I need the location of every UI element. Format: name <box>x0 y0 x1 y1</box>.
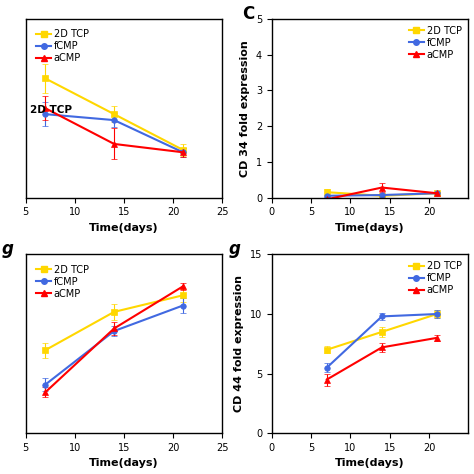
X-axis label: Time(days): Time(days) <box>335 223 405 233</box>
Y-axis label: CD 34 fold expression: CD 34 fold expression <box>240 40 250 177</box>
Text: 2D TCP: 2D TCP <box>29 105 72 115</box>
Legend: 2D TCP, fCMP, aCMP: 2D TCP, fCMP, aCMP <box>35 27 91 65</box>
Legend: 2D TCP, fCMP, aCMP: 2D TCP, fCMP, aCMP <box>407 259 464 297</box>
Legend: 2D TCP, fCMP, aCMP: 2D TCP, fCMP, aCMP <box>35 263 91 301</box>
X-axis label: Time(days): Time(days) <box>89 458 159 468</box>
Legend: 2D TCP, fCMP, aCMP: 2D TCP, fCMP, aCMP <box>407 24 464 62</box>
Text: g: g <box>228 240 240 258</box>
Y-axis label: CD 44 fold expression: CD 44 fold expression <box>234 275 244 412</box>
X-axis label: Time(days): Time(days) <box>335 458 405 468</box>
Text: g: g <box>2 240 14 258</box>
X-axis label: Time(days): Time(days) <box>89 223 159 233</box>
Text: C: C <box>242 5 255 23</box>
